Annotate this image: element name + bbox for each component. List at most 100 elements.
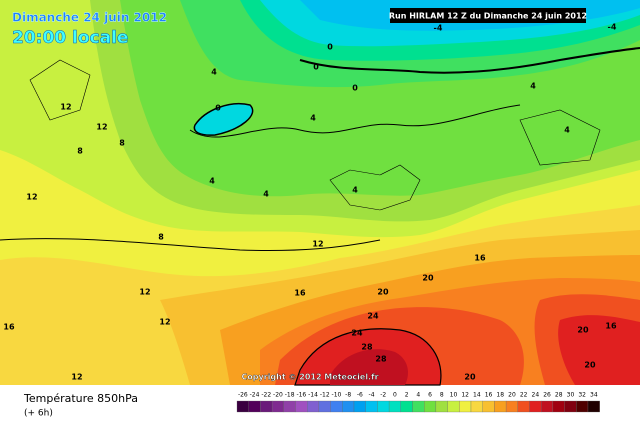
scale-label: 20 — [508, 392, 516, 399]
contour-label: 4 — [310, 114, 316, 123]
scale-swatch — [307, 400, 320, 413]
contour-label: 24 — [351, 329, 363, 338]
scale-swatch — [529, 400, 542, 413]
scale-label: 28 — [555, 392, 563, 399]
date: Dimanche 24 juin 2012 — [12, 11, 167, 25]
contour-label: 16 — [3, 323, 15, 332]
scale-label: 26 — [543, 392, 551, 399]
scale-label: 22 — [520, 392, 528, 399]
contour-label: 20 — [577, 326, 589, 335]
contour-label: 16 — [605, 322, 617, 331]
contour-label: 12 — [139, 288, 150, 297]
map: 0 0 0 0 -4 -4 4 4 4 4 4 4 4 12 12 8 8 12 12 12 12 16 16 16 20 20 2… — [0, 0, 640, 386]
scale-swatch — [517, 400, 530, 413]
time: 20:00 locale — [12, 28, 128, 48]
scale-label: -14 — [308, 392, 318, 399]
scale-swatch — [541, 400, 554, 413]
scale-swatch — [470, 400, 483, 413]
contour-label: 12 — [60, 103, 71, 112]
scale-swatch — [271, 400, 284, 413]
scale-label: -2 — [380, 392, 386, 399]
scale-swatch — [248, 400, 261, 413]
scale-label: 8 — [440, 392, 444, 399]
scale-label: 4 — [416, 392, 420, 399]
run-box — [390, 8, 586, 23]
scale-label: 34 — [590, 392, 598, 399]
contour-line — [189, 104, 521, 138]
region — [558, 315, 640, 385]
contour-label: 12 — [96, 123, 107, 132]
contour-label: 12 — [26, 193, 37, 202]
contour-label: 28 — [375, 355, 387, 364]
contour-label: 16 — [294, 289, 306, 298]
scale-swatch — [318, 400, 331, 413]
scale-label: -12 — [320, 392, 330, 399]
region — [193, 103, 254, 136]
scale-label: 30 — [567, 392, 575, 399]
contour-label: 12 — [71, 373, 82, 382]
scale-swatch — [295, 400, 308, 413]
scale-label: 12 — [461, 392, 469, 399]
scale-label: -4 — [369, 392, 375, 399]
contour-label: 4 — [263, 190, 269, 199]
scale-label: -22 — [261, 392, 271, 399]
contour-label: 16 — [474, 254, 486, 263]
legend-title: Température 850hPa — [23, 392, 138, 405]
region — [330, 349, 408, 385]
contour-label: -4 — [434, 24, 443, 33]
scale-swatch — [342, 400, 355, 413]
scale-label: -26 — [238, 392, 248, 399]
contour-label: 20 — [422, 274, 434, 283]
scale-swatch — [424, 400, 437, 413]
contour-label: 8 — [158, 233, 164, 242]
contour-label: 4 — [211, 68, 217, 77]
contour-label: 0 — [215, 104, 221, 113]
scale-swatch — [377, 400, 390, 413]
contour-labels: 0 0 0 0 -4 -4 4 4 4 4 4 4 4 12 12 8 8 12 12 12 12 16 16 16 20 20 2… — [3, 23, 617, 382]
contour-line — [0, 238, 381, 252]
scale-label: 6 — [428, 392, 432, 399]
run: Run HIRLAM 12 Z du Dimanche 24 juin 2012 — [389, 12, 587, 21]
contour-label: 0 — [352, 84, 358, 93]
coastline — [29, 59, 601, 211]
scale-label: -8 — [345, 392, 351, 399]
contour-label: 0 — [327, 43, 333, 52]
scale-label: -6 — [357, 392, 363, 399]
legend-subtitle: (+ 6h) — [24, 409, 53, 419]
scale-swatch — [353, 400, 366, 413]
scale-swatch — [236, 400, 249, 413]
scale-swatch — [412, 400, 425, 413]
scale-label: -24 — [250, 392, 260, 399]
scale-swatch — [435, 400, 448, 413]
scale-swatch — [552, 400, 565, 413]
contour-label: 12 — [159, 318, 170, 327]
scale-swatch — [564, 400, 577, 413]
contour-label: 4 — [564, 126, 570, 135]
copyright: Copyright © 2012 Meteociel.fr — [241, 373, 378, 382]
contour-label: 4 — [352, 186, 358, 195]
scale-swatch — [459, 400, 472, 413]
scale-swatch — [400, 400, 413, 413]
contour-label: 28 — [361, 343, 373, 352]
scale-swatch — [576, 400, 589, 413]
scale-label: -18 — [285, 392, 295, 399]
scale-swatch — [447, 400, 460, 413]
scale-label: -20 — [273, 392, 283, 399]
scale-label: 2 — [405, 392, 409, 399]
scale-label: 32 — [578, 392, 586, 399]
scale-swatch — [482, 400, 495, 413]
scale-label: -16 — [296, 392, 306, 399]
scale-label: 24 — [532, 392, 540, 399]
scale-label: 0 — [393, 392, 397, 399]
contour-label: 8 — [119, 139, 125, 148]
scale-label: 10 — [450, 392, 458, 399]
scale-swatch — [505, 400, 518, 413]
scale-swatch — [260, 400, 273, 413]
scale-swatch — [330, 400, 343, 413]
scale-swatch — [587, 400, 600, 413]
scale-swatch — [365, 400, 378, 413]
scale-swatch — [283, 400, 296, 413]
contour-label: 12 — [312, 240, 323, 249]
contour-label: 20 — [584, 361, 596, 370]
